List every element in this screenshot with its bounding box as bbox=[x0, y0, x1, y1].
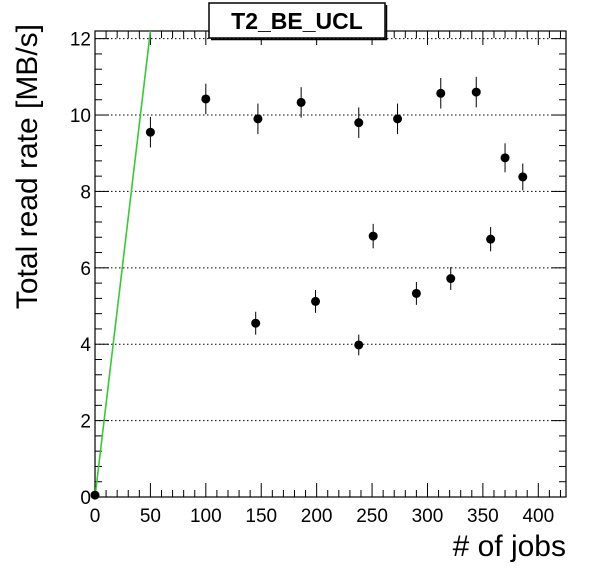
data-point bbox=[411, 288, 421, 298]
data-point bbox=[253, 114, 263, 124]
data-point bbox=[393, 114, 403, 124]
y-axis-title: Total read rate [MB/s] bbox=[11, 24, 44, 309]
x-tick-label: 50 bbox=[140, 506, 161, 527]
tick-labels: 0 2 4 6 8 10 12 0 50 100 150 200 250 300 350 400 bbox=[70, 30, 554, 527]
plot-border bbox=[94, 30, 567, 498]
x-tick-label: 400 bbox=[522, 506, 554, 527]
y-tick-label: 2 bbox=[80, 412, 91, 433]
y-tick-label: 12 bbox=[70, 30, 91, 51]
x-tick-label: 300 bbox=[412, 506, 444, 527]
data-point bbox=[354, 340, 364, 350]
data-point bbox=[518, 172, 528, 182]
reference-line bbox=[94, 30, 152, 498]
data-point bbox=[436, 88, 446, 98]
chart-title: T2_BE_UCL bbox=[231, 8, 363, 34]
y-tick-label: 8 bbox=[80, 182, 91, 203]
x-tick-label: 100 bbox=[190, 506, 222, 527]
data-point bbox=[145, 127, 155, 137]
x-tick-label: 350 bbox=[467, 506, 499, 527]
x-tick-label: 250 bbox=[356, 506, 388, 527]
x-axis-title: # of jobs bbox=[453, 530, 566, 563]
data-point bbox=[201, 94, 211, 104]
data-point bbox=[311, 296, 321, 306]
x-tick-label: 150 bbox=[245, 506, 277, 527]
data-point bbox=[500, 153, 510, 163]
y-tick-label: 10 bbox=[70, 106, 91, 127]
data-point bbox=[90, 490, 100, 500]
y-tick-label: 4 bbox=[80, 335, 91, 356]
plot-frame bbox=[94, 30, 567, 498]
x-tick-label: 200 bbox=[301, 506, 333, 527]
y-tick-label: 0 bbox=[80, 488, 91, 509]
chart-title-box: T2_BE_UCL bbox=[208, 2, 388, 41]
axis-ticks bbox=[94, 31, 566, 498]
data-point bbox=[471, 87, 481, 97]
data-point bbox=[486, 234, 496, 244]
data-point bbox=[368, 231, 378, 241]
data-point bbox=[251, 318, 261, 328]
data-point bbox=[354, 118, 364, 128]
x-tick-label: 0 bbox=[90, 506, 101, 527]
reference-line-layer bbox=[94, 30, 152, 498]
data-point bbox=[446, 274, 456, 284]
data-point bbox=[296, 97, 306, 107]
grid-lines bbox=[95, 38, 566, 422]
y-tick-label: 6 bbox=[80, 259, 91, 280]
data-points bbox=[90, 76, 528, 500]
